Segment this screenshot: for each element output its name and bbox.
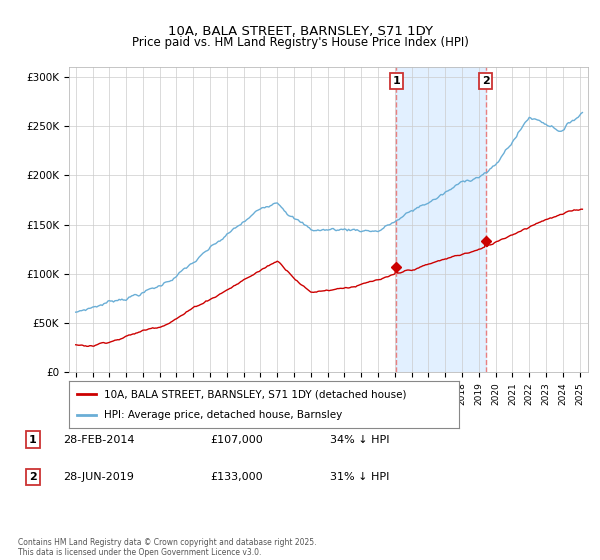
Bar <box>396 67 486 372</box>
Text: Price paid vs. HM Land Registry's House Price Index (HPI): Price paid vs. HM Land Registry's House … <box>131 36 469 49</box>
Text: 34% ↓ HPI: 34% ↓ HPI <box>330 435 389 445</box>
Text: 28-FEB-2014: 28-FEB-2014 <box>63 435 134 445</box>
Text: £107,000: £107,000 <box>210 435 263 445</box>
Text: 1: 1 <box>392 76 400 86</box>
Text: 10A, BALA STREET, BARNSLEY, S71 1DY: 10A, BALA STREET, BARNSLEY, S71 1DY <box>167 25 433 38</box>
Text: £133,000: £133,000 <box>210 472 263 482</box>
Text: 2: 2 <box>29 472 37 482</box>
Text: HPI: Average price, detached house, Barnsley: HPI: Average price, detached house, Barn… <box>104 410 343 420</box>
Text: 28-JUN-2019: 28-JUN-2019 <box>63 472 134 482</box>
Text: 2: 2 <box>482 76 490 86</box>
Text: Contains HM Land Registry data © Crown copyright and database right 2025.
This d: Contains HM Land Registry data © Crown c… <box>18 538 317 557</box>
Text: 1: 1 <box>29 435 37 445</box>
Text: 10A, BALA STREET, BARNSLEY, S71 1DY (detached house): 10A, BALA STREET, BARNSLEY, S71 1DY (det… <box>104 389 407 399</box>
Text: 31% ↓ HPI: 31% ↓ HPI <box>330 472 389 482</box>
